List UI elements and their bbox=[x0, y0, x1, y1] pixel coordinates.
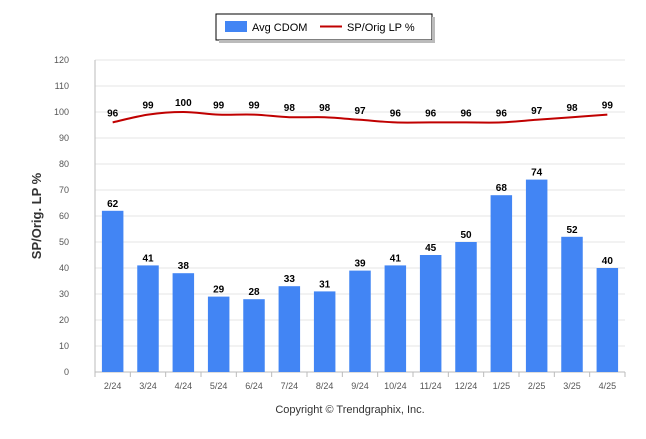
bar bbox=[172, 273, 195, 372]
bar bbox=[207, 296, 230, 372]
x-tick-label: 5/24 bbox=[210, 381, 228, 391]
line-labels: 96 99 100 99 99 98 98 97 96 96 96 96 97 98 99 bbox=[107, 98, 613, 119]
sp-orig-lp-line bbox=[112, 110, 608, 124]
legend-label-sp-orig-lp: SP/Orig LP % bbox=[347, 22, 415, 34]
x-tick-label: 3/25 bbox=[563, 381, 581, 391]
y-tick-label: 0 bbox=[64, 367, 69, 377]
line-data-label: 96 bbox=[496, 108, 508, 119]
x-tick-label: 4/25 bbox=[599, 381, 617, 391]
y-tick-label: 50 bbox=[59, 237, 69, 247]
y-axis-title: SP/Orig. LP % bbox=[29, 172, 44, 259]
bar-data-label: 50 bbox=[460, 230, 472, 241]
y-tick-label: 90 bbox=[59, 133, 69, 143]
bar bbox=[525, 179, 548, 372]
legend-swatch-avg-cdom bbox=[225, 21, 247, 32]
x-tick-label: 8/24 bbox=[316, 381, 334, 391]
bar bbox=[419, 255, 442, 372]
y-tick-label: 60 bbox=[59, 211, 69, 221]
bar bbox=[313, 291, 336, 372]
bar bbox=[490, 195, 513, 372]
line-data-label: 99 bbox=[142, 101, 154, 112]
bar bbox=[243, 299, 265, 372]
bar-data-label: 28 bbox=[248, 287, 260, 298]
bar-data-label: 41 bbox=[142, 253, 154, 264]
bar-data-label: 40 bbox=[602, 256, 614, 267]
y-tick-label: 30 bbox=[59, 289, 69, 299]
y-axis-ticks: 0 10 20 30 40 50 60 70 80 90 100 110 120 bbox=[54, 55, 69, 377]
y-tick-label: 120 bbox=[54, 55, 69, 65]
y-tick-label: 10 bbox=[59, 341, 69, 351]
line-data-label: 97 bbox=[531, 106, 543, 117]
bar-labels: 62 41 38 29 28 33 31 39 41 45 50 68 74 52 40 bbox=[107, 168, 613, 299]
line-data-label: 96 bbox=[390, 108, 402, 119]
legend-box-shadow-bottom bbox=[219, 40, 435, 43]
line-data-label: 98 bbox=[566, 103, 578, 114]
y-tick-label: 20 bbox=[59, 315, 69, 325]
line-data-label: 99 bbox=[248, 101, 260, 112]
bar bbox=[596, 268, 619, 372]
bar bbox=[384, 265, 407, 372]
y-tick-label: 100 bbox=[54, 107, 69, 117]
line-data-label: 99 bbox=[602, 101, 614, 112]
x-tick-label: 10/24 bbox=[384, 381, 407, 391]
bar bbox=[455, 242, 477, 372]
bar-data-label: 45 bbox=[425, 243, 437, 254]
legend: Avg CDOM SP/Orig LP % bbox=[215, 13, 435, 43]
bar-data-label: 39 bbox=[354, 259, 366, 270]
x-tick-label: 11/24 bbox=[420, 381, 442, 391]
line-data-label: 100 bbox=[175, 98, 192, 109]
legend-box-shadow bbox=[432, 17, 435, 43]
bars bbox=[101, 179, 619, 372]
line-data-label: 96 bbox=[107, 108, 119, 119]
x-axis-ticks: 2/24 3/24 4/24 5/24 6/24 7/24 8/24 9/24 10/24 11/… bbox=[94, 372, 626, 391]
x-tick-label: 1/25 bbox=[493, 381, 511, 391]
bar-data-label: 41 bbox=[390, 253, 402, 264]
bar-data-label: 31 bbox=[319, 279, 331, 290]
x-tick-label: 12/24 bbox=[455, 381, 478, 391]
bar-data-label: 33 bbox=[284, 274, 296, 285]
y-tick-label: 80 bbox=[59, 159, 69, 169]
bar-data-label: 68 bbox=[496, 183, 508, 194]
x-tick-label: 9/24 bbox=[351, 381, 369, 391]
y-tick-label: 70 bbox=[59, 185, 69, 195]
line-data-label: 99 bbox=[213, 101, 225, 112]
bar-data-label: 38 bbox=[178, 261, 190, 272]
bar bbox=[101, 210, 124, 372]
bar-data-label: 29 bbox=[213, 285, 225, 296]
bar bbox=[561, 236, 583, 372]
legend-label-avg-cdom: Avg CDOM bbox=[252, 22, 307, 34]
bar-data-label: 74 bbox=[531, 168, 543, 179]
copyright-footer: Copyright © Trendgraphix, Inc. bbox=[275, 404, 424, 416]
x-tick-label: 3/24 bbox=[139, 381, 157, 391]
x-tick-label: 2/25 bbox=[528, 381, 546, 391]
x-tick-label: 2/24 bbox=[104, 381, 122, 391]
y-tick-label: 40 bbox=[59, 263, 69, 273]
line-data-label: 98 bbox=[319, 103, 331, 114]
line-series bbox=[112, 110, 608, 124]
line-data-label: 96 bbox=[425, 108, 437, 119]
bar bbox=[137, 265, 159, 372]
line-data-label: 97 bbox=[354, 106, 366, 117]
bar bbox=[349, 270, 371, 372]
bar bbox=[278, 286, 301, 372]
x-tick-label: 6/24 bbox=[245, 381, 263, 391]
line-data-label: 98 bbox=[284, 103, 296, 114]
x-tick-label: 4/24 bbox=[175, 381, 193, 391]
y-tick-label: 110 bbox=[55, 81, 69, 91]
bar-data-label: 62 bbox=[107, 199, 119, 210]
bar-data-label: 52 bbox=[566, 225, 578, 236]
x-tick-label: 7/24 bbox=[281, 381, 299, 391]
line-data-label: 96 bbox=[460, 108, 472, 119]
